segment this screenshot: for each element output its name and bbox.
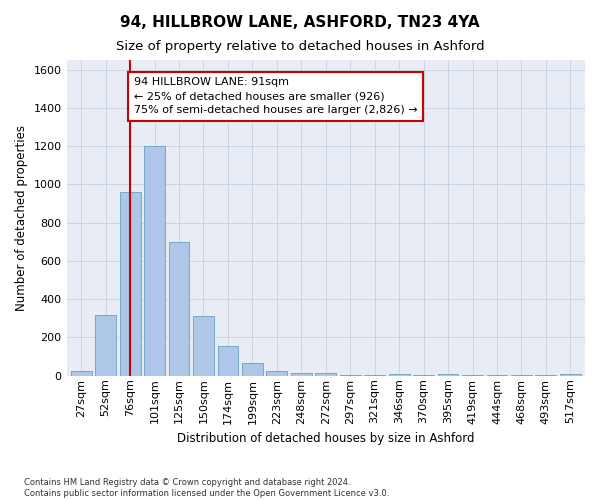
Bar xyxy=(169,242,190,376)
Bar xyxy=(120,192,140,376)
Bar xyxy=(71,371,92,376)
Text: 94 HILLBROW LANE: 91sqm
← 25% of detached houses are smaller (926)
75% of semi-d: 94 HILLBROW LANE: 91sqm ← 25% of detache… xyxy=(134,77,418,115)
Bar xyxy=(144,146,165,376)
Bar xyxy=(95,314,116,376)
X-axis label: Distribution of detached houses by size in Ashford: Distribution of detached houses by size … xyxy=(177,432,475,445)
Bar xyxy=(437,374,458,376)
Text: 94, HILLBROW LANE, ASHFORD, TN23 4YA: 94, HILLBROW LANE, ASHFORD, TN23 4YA xyxy=(120,15,480,30)
Bar xyxy=(389,374,410,376)
Bar xyxy=(316,374,336,376)
Bar xyxy=(266,371,287,376)
Text: Contains HM Land Registry data © Crown copyright and database right 2024.
Contai: Contains HM Land Registry data © Crown c… xyxy=(24,478,389,498)
Bar xyxy=(291,373,312,376)
Text: Size of property relative to detached houses in Ashford: Size of property relative to detached ho… xyxy=(116,40,484,53)
Bar xyxy=(560,374,581,376)
Bar xyxy=(242,364,263,376)
Y-axis label: Number of detached properties: Number of detached properties xyxy=(15,125,28,311)
Bar xyxy=(193,316,214,376)
Bar xyxy=(218,346,238,376)
